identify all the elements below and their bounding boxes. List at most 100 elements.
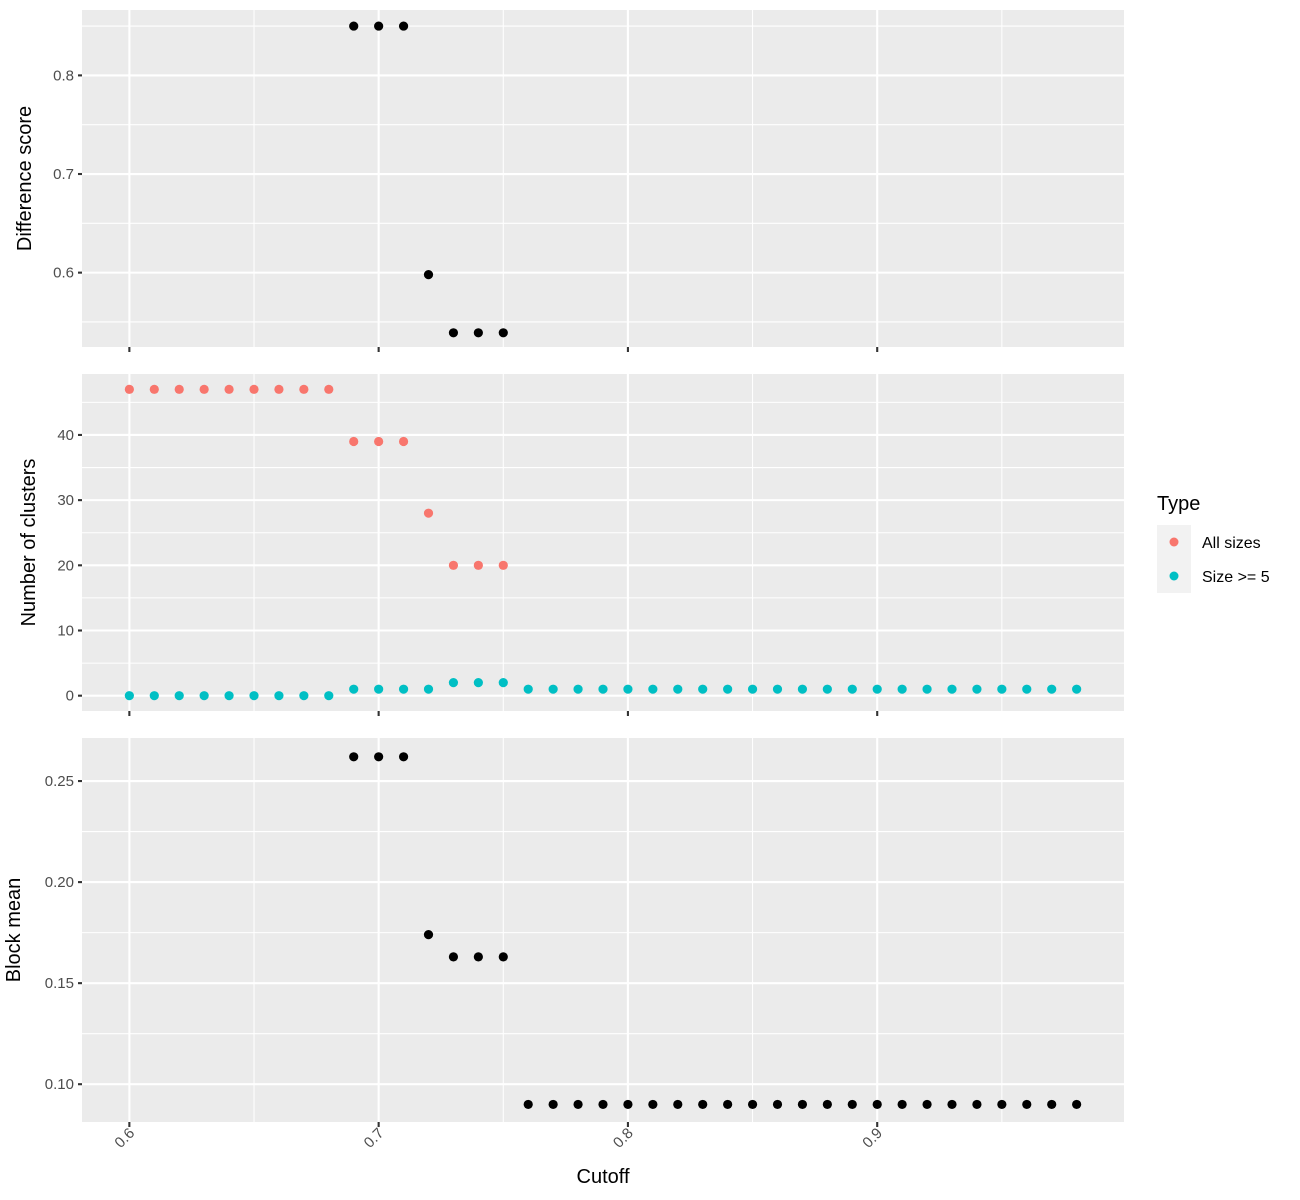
data-point — [598, 684, 608, 694]
data-point — [448, 328, 459, 338]
data-point — [374, 436, 384, 447]
legend: Type All sizes Size >= 5 — [1157, 493, 1270, 593]
panel-blockmean: 0.10 0.15 0.20 0.25 Block mean — [3, 738, 1124, 1127]
x-tick-label: 0.8 — [610, 1125, 637, 1152]
y-axis-title: Difference score — [14, 106, 36, 251]
data-point — [598, 1099, 608, 1110]
x-axis-labels: 0.6 0.7 0.8 0.9 — [111, 1125, 886, 1152]
y-axis-title: Number of clusters — [18, 459, 40, 627]
data-point — [374, 752, 384, 762]
y-tick-label: 0.15 — [45, 975, 74, 992]
data-point — [398, 436, 409, 447]
data-point — [872, 1099, 882, 1110]
data-point — [947, 1099, 957, 1110]
data-point — [473, 678, 483, 688]
y-tick-label: 0.8 — [53, 67, 74, 84]
data-point — [972, 1099, 982, 1110]
y-tick-label: 10 — [57, 622, 74, 639]
y-tick-label: 0.6 — [53, 265, 74, 282]
data-point — [623, 1099, 633, 1110]
data-point — [897, 1099, 907, 1110]
data-point — [797, 684, 808, 694]
data-point — [548, 684, 558, 694]
data-point — [448, 560, 459, 570]
data-point — [698, 684, 708, 694]
panel-difference: 0.6 0.7 0.8 Difference score — [14, 10, 1124, 352]
data-point — [124, 384, 134, 394]
data-point — [797, 1099, 808, 1110]
panel-clusters: 0 10 20 30 40 Number of clusters — [18, 374, 1124, 716]
data-point — [199, 691, 209, 701]
y-tick-label: 0.25 — [45, 773, 74, 790]
data-point — [423, 270, 434, 280]
data-point — [747, 684, 758, 694]
data-point — [723, 1099, 733, 1110]
y-axis-title: Block mean — [3, 878, 25, 983]
panel-background — [82, 10, 1124, 347]
data-point — [1072, 1099, 1082, 1110]
data-point — [947, 684, 957, 694]
data-point — [473, 560, 483, 570]
data-point — [224, 384, 234, 394]
data-point — [573, 1099, 583, 1110]
data-point — [324, 691, 334, 701]
data-point — [249, 691, 259, 701]
x-axis-title: Cutoff — [577, 1166, 630, 1188]
data-point — [623, 684, 633, 694]
x-tick-label: 0.7 — [361, 1125, 388, 1152]
data-point — [847, 684, 857, 694]
data-point — [523, 684, 533, 694]
data-point — [822, 684, 832, 694]
data-point — [299, 384, 309, 394]
data-point — [523, 1099, 533, 1110]
x-tick-label: 0.9 — [859, 1125, 886, 1152]
data-point — [349, 684, 359, 694]
data-point — [548, 1099, 558, 1110]
panel-background — [82, 738, 1124, 1122]
data-point — [723, 684, 733, 694]
data-point — [698, 1099, 708, 1110]
data-point — [274, 384, 284, 394]
chart-panels: 0.6 0.7 0.8 Difference score 0 10 20 30 40 Number… — [3, 10, 1124, 1152]
data-point — [498, 560, 508, 570]
data-point — [473, 952, 483, 962]
series-values — [349, 21, 508, 338]
data-point — [1047, 1099, 1057, 1110]
data-point — [872, 684, 882, 694]
data-point — [822, 1099, 832, 1110]
legend-key-bg — [1157, 525, 1191, 593]
data-point — [648, 684, 658, 694]
data-point — [274, 691, 284, 701]
data-point — [349, 21, 359, 31]
legend-key-all-sizes — [1169, 537, 1179, 547]
data-point — [174, 384, 184, 394]
data-point — [249, 384, 259, 394]
data-point — [423, 508, 434, 518]
data-point — [149, 384, 159, 394]
y-tick-label: 0 — [66, 688, 74, 705]
data-point — [299, 691, 309, 701]
data-point — [897, 684, 907, 694]
y-tick-label: 0.7 — [53, 166, 74, 183]
data-point — [423, 684, 434, 694]
data-point — [199, 384, 209, 394]
data-point — [224, 691, 234, 701]
x-tick-label: 0.6 — [111, 1125, 138, 1152]
data-point — [423, 930, 434, 940]
data-point — [648, 1099, 658, 1110]
panel-background — [82, 374, 1124, 711]
y-tick-label: 0.20 — [45, 874, 74, 891]
data-point — [997, 684, 1007, 694]
series-all-sizes — [124, 384, 508, 570]
legend-key-size-ge-5 — [1169, 571, 1179, 581]
legend-label-size-ge-5: Size >= 5 — [1202, 569, 1270, 586]
data-point — [673, 1099, 683, 1110]
data-point — [398, 21, 409, 31]
data-point — [772, 684, 783, 694]
series-values — [349, 752, 1082, 1110]
data-point — [847, 1099, 857, 1110]
data-point — [473, 328, 483, 338]
data-point — [349, 752, 359, 762]
data-point — [149, 691, 159, 701]
